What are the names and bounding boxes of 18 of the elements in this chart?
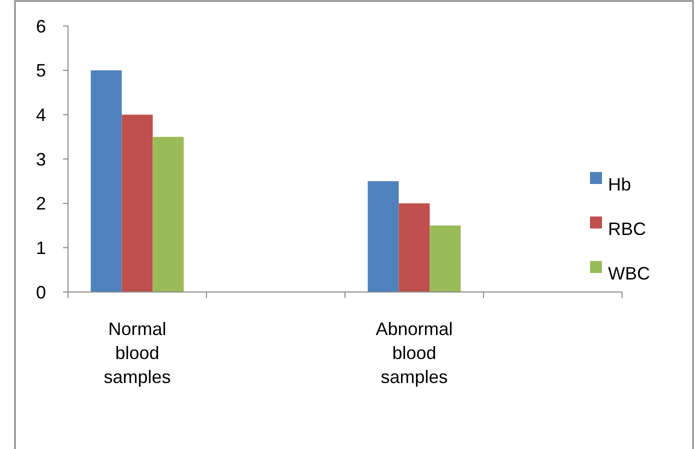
y-tick-label: 5 bbox=[36, 60, 46, 81]
y-tick-label: 3 bbox=[36, 149, 46, 170]
x-tick-label: Normal blood samples bbox=[104, 319, 171, 387]
bar bbox=[122, 114, 153, 292]
x-tick-label: Abnormal blood samples bbox=[376, 319, 453, 387]
y-tick-label: 2 bbox=[36, 194, 46, 214]
legend-label: Hb bbox=[608, 174, 632, 194]
y-tick-label: 6 bbox=[36, 16, 46, 36]
bar bbox=[398, 203, 430, 292]
y-tick-label: 4 bbox=[36, 104, 46, 125]
bar bbox=[430, 226, 461, 292]
y-tick-label: 0 bbox=[36, 282, 46, 302]
y-tick-label: 1 bbox=[36, 238, 46, 258]
bar bbox=[152, 136, 184, 292]
legend-label: WBC bbox=[608, 263, 650, 284]
legend-label: RBC bbox=[608, 218, 646, 239]
bar bbox=[368, 181, 399, 292]
bar bbox=[90, 70, 122, 292]
